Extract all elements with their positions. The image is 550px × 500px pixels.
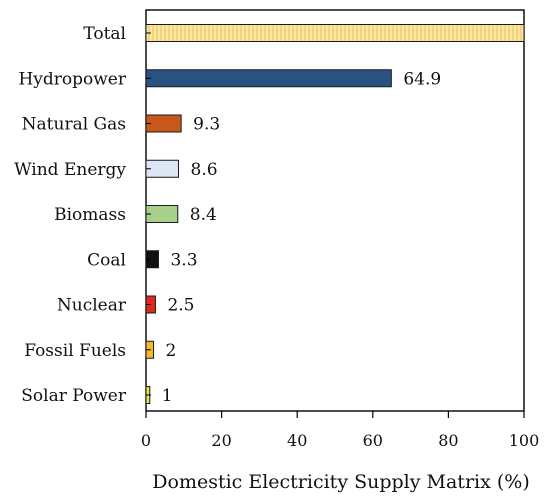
x-tick-label-80: 80 bbox=[438, 431, 458, 450]
x-tick-label-20: 20 bbox=[211, 431, 231, 450]
value-label-solar-power: 1 bbox=[162, 386, 173, 406]
value-label-biomass: 8.4 bbox=[190, 205, 217, 225]
value-label-fossil-fuels: 2 bbox=[166, 341, 177, 361]
value-label-hydropower: 64.9 bbox=[403, 69, 441, 89]
category-label-fossil-fuels: Fossil Fuels bbox=[24, 341, 126, 361]
category-label-wind-energy: Wind Energy bbox=[14, 160, 126, 180]
bar-natural-gas bbox=[145, 114, 182, 133]
x-tick-label-40: 40 bbox=[287, 431, 307, 450]
value-label-natural-gas: 9.3 bbox=[193, 115, 220, 135]
category-label-nuclear: Nuclear bbox=[57, 296, 127, 316]
category-label-natural-gas: Natural Gas bbox=[22, 115, 126, 135]
x-tick-label-100: 100 bbox=[509, 431, 540, 450]
value-label-coal: 3.3 bbox=[170, 250, 197, 270]
x-tick-label-0: 0 bbox=[141, 431, 151, 450]
x-axis-title: Domestic Electricity Supply Matrix (%) bbox=[152, 471, 529, 493]
value-label-nuclear: 2.5 bbox=[167, 296, 194, 316]
bar-hydropower bbox=[145, 69, 392, 88]
category-label-hydropower: Hydropower bbox=[18, 69, 126, 89]
category-label-biomass: Biomass bbox=[54, 205, 126, 225]
category-labels: Total Hydropower Natural Gas Wind Energy Bio… bbox=[14, 24, 151, 406]
x-axis-ticks: 0 20 40 60 80 100 bbox=[141, 411, 539, 450]
category-label-coal: Coal bbox=[87, 250, 126, 270]
category-label-total: Total bbox=[83, 24, 126, 44]
x-tick-label-60: 60 bbox=[363, 431, 383, 450]
category-label-solar-power: Solar Power bbox=[21, 386, 127, 406]
value-labels: 64.9 9.3 8.6 8.4 3.3 2.5 2 1 bbox=[162, 69, 441, 406]
bar-total bbox=[145, 24, 525, 42]
value-label-wind-energy: 8.6 bbox=[191, 160, 218, 180]
